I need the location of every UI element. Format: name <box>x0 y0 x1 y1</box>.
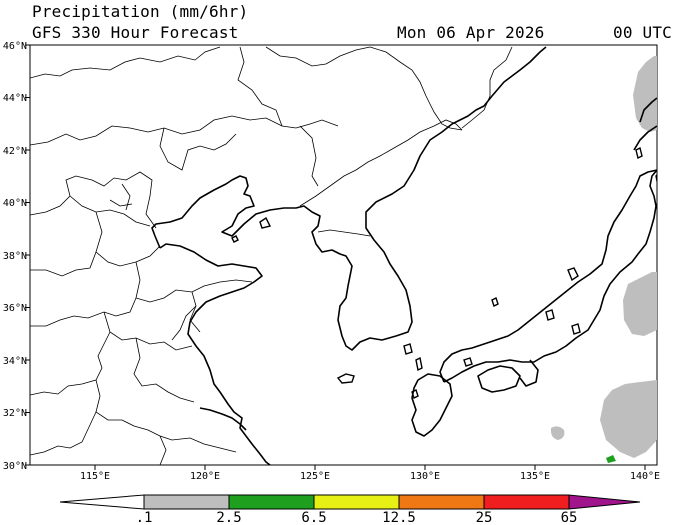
coast-yangtze <box>199 407 247 431</box>
country-border <box>317 229 371 237</box>
province-border <box>103 311 193 351</box>
lat-label: 38°N <box>3 251 27 262</box>
lon-ticks <box>94 465 646 470</box>
precip-area-spot <box>550 426 565 440</box>
lat-label: 34°N <box>3 356 27 367</box>
lon-label: 115°E <box>80 471 110 482</box>
island <box>635 146 643 160</box>
province-border <box>30 115 283 146</box>
province-border <box>109 199 133 207</box>
lat-label: 44°N <box>3 93 27 104</box>
island-tsushima <box>415 356 423 372</box>
province-border <box>30 251 97 277</box>
islands <box>231 58 670 399</box>
colorbar-seg <box>398 494 485 510</box>
lat-label: 36°N <box>3 303 27 314</box>
colorbar-seg <box>313 494 400 510</box>
island <box>231 235 239 243</box>
precip-area-south <box>600 380 657 458</box>
coast-honshu <box>443 169 657 383</box>
colorbar-seg <box>228 494 315 510</box>
province-border <box>30 331 111 396</box>
lat-label: 32°N <box>3 408 27 419</box>
island <box>491 297 499 307</box>
province-border <box>237 46 283 127</box>
lat-label: 30°N <box>3 461 27 472</box>
colorbar-seg <box>143 494 230 510</box>
island <box>463 357 473 367</box>
lon-label: 140°E <box>630 471 660 482</box>
lat-ticks <box>25 44 30 466</box>
precip-core-1 <box>657 400 673 413</box>
colorbar-label: 2.5 <box>216 510 241 525</box>
coast-honshu-north <box>439 169 657 383</box>
island <box>545 309 555 321</box>
colorbar-label: 12.5 <box>382 510 416 525</box>
coast-bohai <box>151 46 547 351</box>
lat-label: 42°N <box>3 146 27 157</box>
island <box>662 58 670 68</box>
colorbar-label: .1 <box>136 510 153 525</box>
province-border <box>159 127 237 171</box>
colorbar-label: 65 <box>561 510 578 525</box>
province-border <box>159 435 167 465</box>
province-border <box>189 291 201 333</box>
precip-field-light <box>550 56 657 458</box>
island <box>403 343 413 355</box>
province-border <box>121 183 131 211</box>
province-border <box>30 297 137 327</box>
province-border <box>30 411 97 456</box>
chart-title: Precipitation (mm/6hr) <box>32 2 249 21</box>
province-border <box>30 46 221 79</box>
province-border <box>69 195 151 227</box>
island-sado <box>567 267 579 282</box>
country-border <box>461 46 513 129</box>
province-border <box>133 337 195 403</box>
province-border <box>30 171 157 229</box>
island <box>259 216 272 229</box>
coast-kyushu <box>411 373 453 437</box>
precip-area-hokkaido <box>633 56 657 132</box>
province-border <box>95 211 161 267</box>
coast-hokkaido-2 <box>639 97 657 123</box>
island-jeju <box>336 373 355 384</box>
province-border <box>281 119 339 129</box>
lat-labels: 46°N 44°N 42°N 40°N 38°N 36°N 34°N 32°N … <box>3 41 27 472</box>
province-border <box>171 305 197 341</box>
colorbar-seg-min <box>59 494 145 510</box>
province-border <box>299 125 319 187</box>
coast-shandong <box>159 243 271 465</box>
lat-label: 46°N <box>3 41 27 52</box>
coast-bohai-west <box>154 235 161 249</box>
country-border <box>299 119 463 207</box>
colorbar-label: 25 <box>476 510 493 525</box>
province-border <box>135 261 253 303</box>
coastlines <box>151 46 657 465</box>
lon-label: 130°E <box>410 471 440 482</box>
precip-area-honshu-east <box>623 272 657 336</box>
island <box>411 389 419 399</box>
lon-label: 135°E <box>520 471 550 482</box>
admin-borders <box>30 46 513 465</box>
island <box>571 323 581 335</box>
forecast-date: Mon 06 Apr 2026 <box>397 23 545 42</box>
precip-core-2 <box>606 455 616 463</box>
colorbar: .1 2.5 6.5 12.5 25 65 <box>59 494 641 525</box>
chart-subtitle: GFS 330 Hour Forecast <box>32 23 239 42</box>
precip-field-moderate <box>606 400 673 463</box>
coast-hokkaido <box>633 125 657 151</box>
province-border <box>265 46 371 67</box>
colorbar-label: 6.5 <box>301 510 326 525</box>
coast-kii <box>519 359 539 387</box>
lon-label: 125°E <box>300 471 330 482</box>
country-border <box>369 46 463 131</box>
colorbar-seg-max <box>568 494 641 510</box>
coast-shikoku <box>477 365 521 393</box>
lat-label: 40°N <box>3 198 27 209</box>
colorbar-seg <box>483 494 570 510</box>
lon-labels: 115°E 120°E 125°E 130°E 135°E 140°E <box>80 471 660 482</box>
forecast-time: 00 UTC <box>613 23 672 42</box>
lon-label: 120°E <box>190 471 220 482</box>
